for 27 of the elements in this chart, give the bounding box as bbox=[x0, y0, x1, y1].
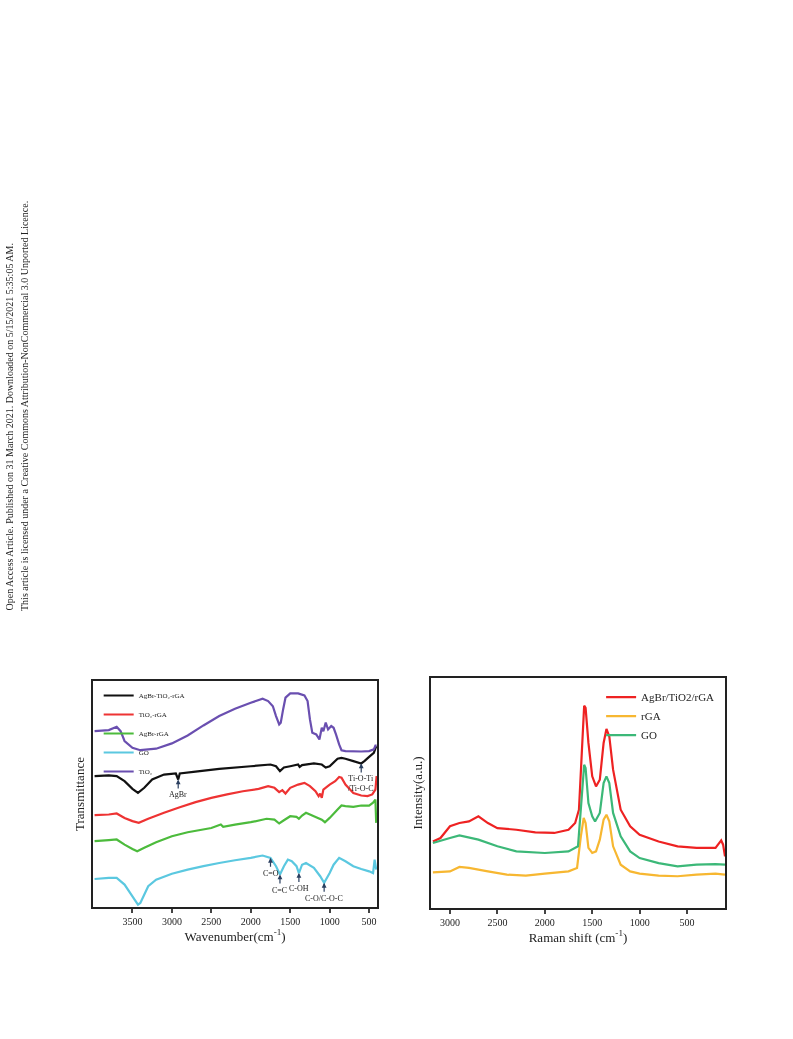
legend-label: GO bbox=[641, 729, 658, 742]
x-tick-label: 3000 bbox=[439, 916, 460, 928]
x-tick-label: 3000 bbox=[161, 915, 182, 927]
text: Open Access Article. Published on 31 March 2021. Downloaded on 5/15/2021 5:35:05 AM. bbox=[4, 243, 16, 611]
x-tick-label: 500 bbox=[361, 915, 377, 927]
annotation: C=C bbox=[272, 886, 288, 895]
x-tick-label: 2500 bbox=[487, 916, 508, 928]
x-tick-label: 3500 bbox=[122, 915, 143, 927]
x-tick-label: 2500 bbox=[201, 915, 222, 927]
annotation: AgBr bbox=[169, 790, 188, 799]
y-axis-title: Transmittance bbox=[71, 756, 87, 831]
x-tick-label: 1000 bbox=[319, 915, 340, 927]
legend-label: rGA bbox=[641, 710, 661, 723]
y-axis-title: Intensity(a.u.) bbox=[409, 756, 425, 830]
annotation: C-OH bbox=[289, 884, 309, 893]
x-axis-title: Raman shift (cm$^{-1}$) bbox=[528, 928, 628, 945]
x-tick-label: 500 bbox=[679, 916, 695, 928]
x-tick-label: 1500 bbox=[582, 916, 603, 928]
x-tick-label: 2000 bbox=[534, 916, 555, 928]
annotation: C-O/C-O-C bbox=[305, 894, 343, 903]
x-tick-label: 1500 bbox=[280, 915, 301, 927]
x-tick-label: 1000 bbox=[629, 916, 650, 928]
text: This article is licensed under a Creative Commons Attribution-NonCommercial 3.0 Unported Licence. bbox=[18, 200, 30, 612]
x-axis-title: Wavenumber(cm$^{-1}$) bbox=[184, 927, 286, 944]
x-tick-label: 2000 bbox=[240, 915, 261, 927]
annotation: C=O bbox=[263, 869, 279, 878]
legend-label: AgBr/TiO2/rGA bbox=[641, 691, 715, 704]
